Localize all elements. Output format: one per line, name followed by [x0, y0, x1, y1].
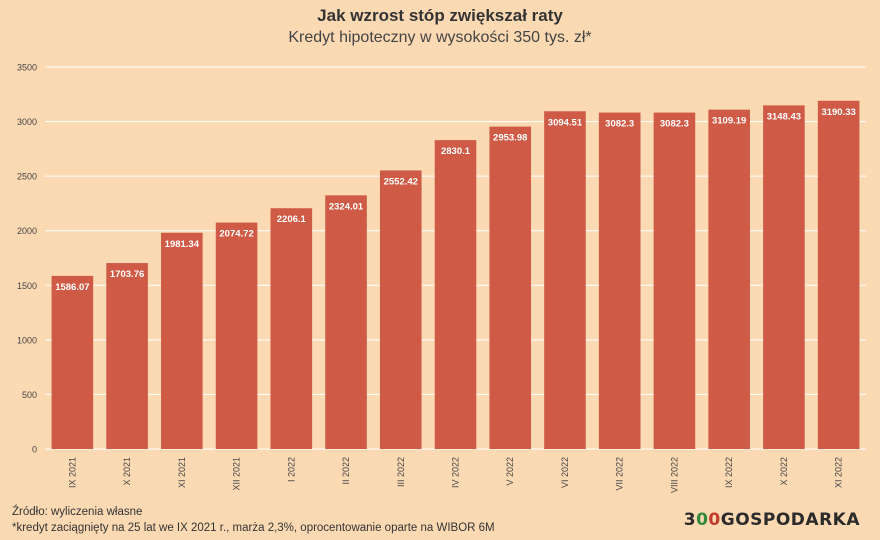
y-tick-label: 2500 [17, 172, 37, 182]
bar [161, 232, 203, 449]
x-tick-label: IX 2022 [724, 457, 734, 488]
x-tick-label: III 2022 [396, 457, 406, 487]
x-tick-label: X 2021 [122, 457, 132, 486]
bar [653, 112, 696, 449]
bar [106, 263, 148, 449]
x-tick-label: VI 2022 [560, 457, 570, 488]
x-tick-label: VII 2022 [615, 457, 625, 491]
data-label: 3082.3 [605, 119, 634, 130]
x-tick-label: II 2022 [341, 457, 351, 485]
data-label: 2074.72 [219, 229, 253, 240]
y-tick-label: 1500 [17, 281, 37, 291]
bar [489, 126, 532, 450]
y-tick-label: 1000 [17, 335, 37, 345]
logo-digit-0-green: 0 [696, 510, 709, 530]
x-tick-label: V 2022 [505, 457, 515, 486]
data-label: 2953.98 [493, 133, 527, 144]
y-tick-label: 3000 [17, 117, 37, 127]
chart-subtitle: Kredyt hipoteczny w wysokości 350 tys. z… [288, 29, 592, 46]
bar [215, 222, 258, 449]
y-tick-label: 2000 [17, 226, 37, 236]
data-label: 2552.42 [384, 176, 418, 187]
bar [270, 208, 313, 449]
publisher-logo: 300GOSPODARKA [684, 510, 860, 530]
bar [379, 170, 422, 450]
bar [598, 112, 641, 449]
source-note: Źródło: wyliczenia własne [12, 506, 143, 518]
y-tick-label: 3500 [17, 63, 37, 73]
data-label: 3190.33 [821, 107, 855, 118]
data-label: 2830.1 [441, 146, 471, 157]
y-tick-label: 0 [32, 445, 37, 455]
data-label: 1981.34 [165, 239, 200, 250]
footnote: *kredyt zaciągnięty na 25 lat we IX 2021… [12, 522, 495, 534]
x-tick-label: XI 2021 [177, 457, 187, 488]
bar [51, 275, 94, 449]
x-tick-label: I 2022 [286, 457, 296, 482]
x-tick-label: IX 2021 [67, 457, 77, 488]
logo-wordmark: GOSPODARKA [720, 510, 860, 530]
data-label: 2324.01 [329, 201, 364, 212]
y-tick-label: 500 [22, 390, 37, 400]
data-label: 2206.1 [277, 214, 307, 225]
chart-title: Jak wzrost stóp zwiększał raty [317, 6, 563, 25]
x-tick-label: XI 2022 [834, 457, 844, 488]
x-tick-label: VIII 2022 [669, 457, 679, 493]
bar [325, 195, 367, 449]
data-label: 3109.19 [712, 116, 746, 127]
data-label: 1586.07 [55, 282, 89, 293]
bar [817, 100, 860, 449]
bar [708, 109, 750, 450]
bar [434, 140, 477, 449]
x-tick-label: IV 2022 [451, 457, 461, 488]
x-tick-label: XII 2021 [232, 457, 242, 491]
data-label: 1703.76 [110, 269, 144, 280]
data-label: 3082.3 [660, 119, 689, 130]
x-tick-label: X 2022 [779, 457, 789, 486]
logo-digit-3: 3 [683, 510, 697, 530]
logo-digit-0-red: 0 [708, 510, 721, 530]
data-label: 3094.51 [548, 117, 583, 128]
data-label: 3148.43 [767, 111, 801, 122]
bar [763, 105, 805, 450]
bar [544, 111, 586, 449]
